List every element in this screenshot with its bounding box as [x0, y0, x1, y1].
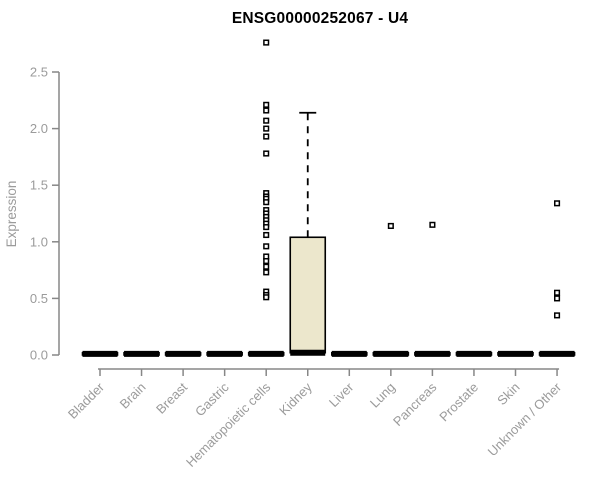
x-tick-label: Brain [117, 380, 149, 412]
outlier-point [263, 263, 270, 270]
y-tick-label: 1.0 [30, 234, 48, 249]
y-tick-label: 2.0 [30, 121, 48, 136]
outlier-point [387, 222, 394, 230]
y-axis-label: Expression [4, 181, 19, 248]
outlier-point [263, 243, 270, 250]
outlier-point [429, 221, 436, 228]
chart-title: ENSG00000252067 - U4 [232, 10, 409, 27]
x-tick-label: Unknown / Other [485, 379, 565, 459]
outlier-point [263, 199, 270, 206]
outlier-point [554, 312, 561, 319]
outlier-point [263, 107, 270, 114]
box-rect [289, 236, 327, 354]
plot-area: 0.0 0.5 1.0 1.5 2.0 2.5 Bladder Brain Breast Gast… [30, 39, 576, 470]
outlier-point [263, 224, 270, 231]
x-tick-label: Breast [153, 379, 190, 416]
outlier-point [554, 200, 561, 207]
outlier-point [263, 133, 270, 140]
y-tick-label: 1.5 [30, 178, 48, 193]
y-tick-label: 0.5 [30, 291, 48, 306]
outlier-point [263, 257, 270, 265]
outlier-point [263, 39, 270, 46]
x-tick-label: Pancreas [390, 379, 440, 429]
outlier-point [263, 231, 270, 239]
x-tick-label: Lung [367, 380, 398, 411]
outlier-point [263, 101, 270, 108]
y-tick-label: 2.5 [30, 65, 48, 80]
outlier-point [263, 125, 270, 132]
x-tick-label: Prostate [436, 380, 481, 425]
outlier-point [554, 289, 561, 296]
outlier-point [263, 150, 270, 157]
x-tick-label: Gastric [192, 379, 232, 419]
x-tick-label: Kidney [276, 379, 315, 418]
x-tick-label: Liver [326, 379, 357, 410]
outlier-point [263, 117, 270, 124]
x-tick-label: Bladder [65, 379, 108, 422]
y-tick-label: 0.0 [30, 348, 48, 363]
x-tick-label: Skin [494, 380, 522, 408]
outlier-point [554, 295, 561, 302]
outlier-point [263, 294, 270, 301]
outlier-point [263, 269, 270, 276]
